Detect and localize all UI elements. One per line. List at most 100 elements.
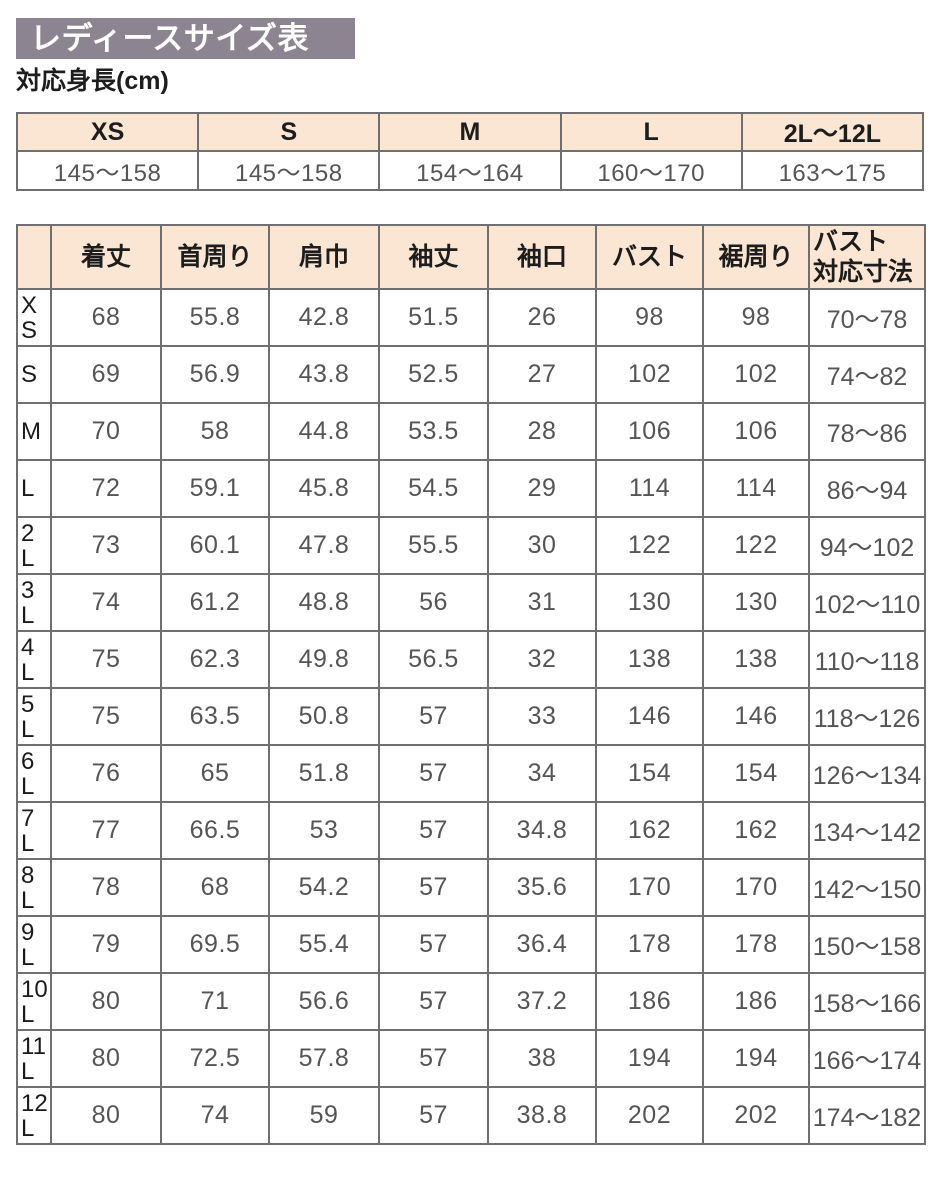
table-row: 3 L 74 61.2 48.8 56 31 130 130 102〜110 (16, 573, 926, 632)
measurement-cell: 102 (595, 345, 704, 404)
measurement-cell: 71 (160, 972, 270, 1031)
table-row: 5 L 75 63.5 50.8 57 33 146 146 118〜126 (16, 687, 926, 746)
measurement-cell: 170 (595, 858, 704, 917)
table-row: X S 68 55.8 42.8 51.5 26 98 98 70〜78 (16, 288, 926, 347)
measurement-cell: 202 (702, 1086, 810, 1145)
measurement-cell: 57 (378, 915, 489, 974)
height-range-table: XS S M L 2L〜12L 145〜158 145〜158 154〜164 … (15, 112, 925, 191)
measurement-cell: 178 (595, 915, 704, 974)
measurement-cell: 51.5 (378, 288, 489, 347)
bust-fit-cell: 142〜150 (808, 858, 926, 917)
table-row: 11 L 80 72.5 57.8 57 38 194 194 166〜174 (16, 1029, 926, 1088)
size-label-line: L (21, 1000, 35, 1028)
measurement-cell: 38 (487, 1029, 597, 1088)
table-row: 6 L 76 65 51.8 57 34 154 154 126〜134 (16, 744, 926, 803)
measurement-cell: 75 (50, 687, 162, 746)
measurement-cell: 53.5 (378, 402, 489, 461)
measurement-cell: 50.8 (268, 687, 380, 746)
measurement-cell: 56.9 (160, 345, 270, 404)
bust-fit-cell: 126〜134 (808, 744, 926, 803)
measurement-cell: 60.1 (160, 516, 270, 575)
measurement-cell: 78 (50, 858, 162, 917)
measurement-header-hem: 裾周り (702, 224, 810, 290)
measurement-cell: 74 (50, 573, 162, 632)
measurements-body: X S 68 55.8 42.8 51.5 26 98 98 70〜78 S 69 56.9 43.8 52… (16, 288, 926, 1145)
measurement-cell: 62.3 (160, 630, 270, 689)
measurement-header-length: 着丈 (50, 224, 162, 290)
measurement-cell: 45.8 (268, 459, 380, 518)
size-label-cell: M (16, 402, 52, 461)
measurements-table: 着丈 首周り 肩巾 袖丈 袖口 バスト 裾周り バスト 対応寸法 X S 68 55.… (16, 224, 926, 1145)
size-label-cell: 11 L (16, 1029, 52, 1088)
size-label-line: S (21, 361, 38, 388)
measurement-cell: 154 (595, 744, 704, 803)
measurement-cell: 34.8 (487, 801, 597, 860)
measurement-cell: 194 (595, 1029, 704, 1088)
height-value-cell: 145〜158 (15, 150, 200, 191)
measurement-cell: 98 (595, 288, 704, 347)
page-title-banner: レディースサイズ表 (16, 18, 355, 59)
measurement-cell: 114 (702, 459, 810, 518)
size-label-line: L (21, 658, 35, 686)
measurement-header-cuff: 袖口 (487, 224, 597, 290)
measurement-cell: 43.8 (268, 345, 380, 404)
size-label-line: 5 (21, 690, 35, 718)
table-row: 8 L 78 68 54.2 57 35.6 170 170 142〜150 (16, 858, 926, 917)
height-header-cell: XS (15, 112, 200, 152)
measurement-header-bust-fit: バスト 対応寸法 (808, 224, 926, 290)
bust-fit-line-1: バスト (813, 228, 889, 256)
measurement-cell: 106 (702, 402, 810, 461)
measurement-cell: 65 (160, 744, 270, 803)
measurement-cell: 186 (595, 972, 704, 1031)
measurement-cell: 170 (702, 858, 810, 917)
measurement-cell: 57 (378, 972, 489, 1031)
measurement-header-bust: バスト (595, 224, 704, 290)
measurement-cell: 54.5 (378, 459, 489, 518)
measurement-cell: 69.5 (160, 915, 270, 974)
table-row: 9 L 79 69.5 55.4 57 36.4 178 178 150〜158 (16, 915, 926, 974)
measurement-header-shoulder: 肩巾 (268, 224, 380, 290)
measurement-cell: 29 (487, 459, 597, 518)
height-table-row: 145〜158 145〜158 154〜164 160〜170 163〜175 (15, 150, 925, 191)
measurement-cell: 57 (378, 744, 489, 803)
measurement-cell: 186 (702, 972, 810, 1031)
bust-fit-cell: 166〜174 (808, 1029, 926, 1088)
measurement-cell: 146 (595, 687, 704, 746)
bust-fit-cell: 70〜78 (808, 288, 926, 347)
measurement-cell: 56.6 (268, 972, 380, 1031)
measurement-cell: 26 (487, 288, 597, 347)
measurement-cell: 47.8 (268, 516, 380, 575)
measurement-cell: 66.5 (160, 801, 270, 860)
measurement-cell: 55.8 (160, 288, 270, 347)
measurement-cell: 122 (595, 516, 704, 575)
size-label-cell: L (16, 459, 52, 518)
size-label-line: L (21, 475, 35, 502)
size-label-line: L (21, 715, 35, 743)
size-label-line: 9 (21, 918, 35, 946)
measurement-cell: 31 (487, 573, 597, 632)
measurement-cell: 70 (50, 402, 162, 461)
size-label-line: 10 (21, 975, 48, 1003)
bust-fit-cell: 78〜86 (808, 402, 926, 461)
size-label-line: 11 (21, 1032, 46, 1060)
size-label-line: 12 (21, 1089, 48, 1117)
measurement-cell: 42.8 (268, 288, 380, 347)
measurement-cell: 56.5 (378, 630, 489, 689)
measurement-header-neck: 首周り (160, 224, 270, 290)
measurement-cell: 54.2 (268, 858, 380, 917)
measurement-cell: 57 (378, 801, 489, 860)
table-row: L 72 59.1 45.8 54.5 29 114 114 86〜94 (16, 459, 926, 518)
measurement-cell: 68 (160, 858, 270, 917)
size-column-header (16, 224, 52, 290)
measurement-cell: 56 (378, 573, 489, 632)
bust-fit-cell: 158〜166 (808, 972, 926, 1031)
measurement-cell: 49.8 (268, 630, 380, 689)
size-label-line: 3 (21, 576, 35, 604)
measurement-header-sleeve-length: 袖丈 (378, 224, 489, 290)
height-header-cell: S (197, 112, 381, 152)
